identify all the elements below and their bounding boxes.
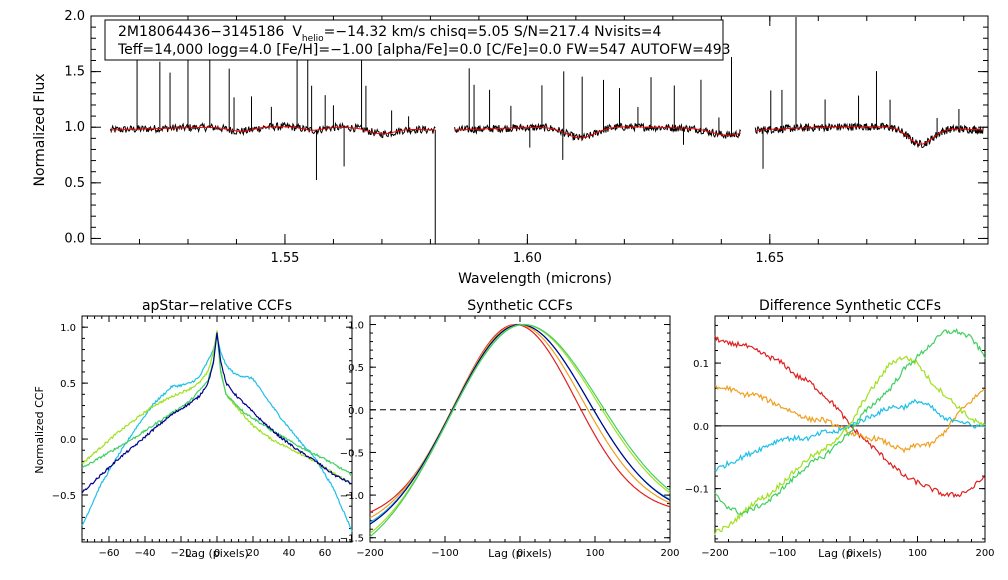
difference-ccf-lines: [714, 328, 986, 536]
x-tick-label: −200: [356, 548, 383, 559]
x-tick-label: 200: [660, 548, 679, 559]
model-spectrum-line: [110, 126, 436, 135]
y-tick-label: −0.1: [685, 485, 709, 496]
x-tick-label: 0: [214, 548, 220, 559]
ccf-line-visit-1: [81, 335, 353, 532]
y-tick-label: −1.5: [340, 534, 364, 545]
y-tick-label: 1.0: [64, 120, 85, 135]
x-tick-label: −200: [701, 548, 728, 559]
x-tick-label: 1.55: [270, 251, 299, 266]
ccf-line-combined: [81, 332, 353, 494]
apstar-ccf-x-axis-label: Lag (pixels): [185, 547, 249, 560]
synthetic-ccf-title: Synthetic CCFs: [467, 298, 572, 314]
x-tick-label: 0: [847, 548, 853, 559]
synthetic-ccf-line-light-green: [369, 323, 671, 534]
difference-ccf-ticks: −200 −100 0 100 200 −0.1 0.0 0.1: [685, 316, 995, 559]
difference-ccf-line-light-green: [714, 355, 986, 536]
ccf-line-visit-2: [81, 330, 353, 485]
x-tick-label: −40: [134, 548, 155, 559]
observed-spectrum-line: [454, 122, 742, 142]
y-tick-label: 1.0: [348, 321, 364, 332]
y-tick-label: −1.0: [340, 491, 364, 502]
x-tick-label: −100: [431, 548, 458, 559]
annotation-star-id: 2M18064436−3145186: [118, 24, 284, 40]
apstar-ccf-panel: −60 −40 −20 0 20 40 60 −0.5 0.0 0.5 1.0 apStar−rel…: [33, 298, 353, 560]
synthetic-ccf-line-red: [369, 323, 671, 513]
synthetic-ccf-line-navy: [369, 323, 671, 525]
difference-ccf-line-blue: [714, 398, 986, 472]
y-tick-label: 0.0: [60, 435, 76, 446]
annotation-v-prefix: V: [292, 24, 302, 40]
annotation-v-subscript: helio: [302, 34, 324, 44]
annotation-box: [104, 19, 724, 61]
y-tick-label: 2.0: [64, 9, 85, 24]
spectrum-panel: 1.55 1.60 1.65 0.0 0.5 1.0 1.5 2.0 Wavelength (…: [32, 9, 989, 287]
y-tick-label: 0.5: [64, 176, 85, 191]
synthetic-ccf-line-orange: [369, 323, 671, 519]
y-tick-label: 0.0: [693, 422, 709, 433]
synthetic-ccf-lines: [369, 323, 671, 538]
synthetic-ccf-panel: −200 −100 0 100 200 −1.5 −1.0 −0.5 0.0 0.5 1.0 Syn…: [340, 298, 680, 560]
spectrum-lines: [109, 17, 984, 244]
spectrum-x-axis-label: Wavelength (microns): [458, 271, 612, 287]
ccf-line-visit-3: [81, 331, 352, 477]
y-tick-label: 0.0: [64, 231, 85, 246]
observed-spectrum-line: [109, 121, 436, 139]
difference-ccf-line-red: [714, 335, 986, 499]
x-tick-label: 200: [975, 548, 994, 559]
annotation-line-2: Teff=14,000 logg=4.0 [Fe/H]=−1.00 [alpha…: [117, 42, 731, 58]
difference-ccf-panel: −200 −100 0 100 200 −0.1 0.0 0.1 Difference Syn…: [685, 298, 995, 560]
x-tick-label: −100: [769, 548, 796, 559]
difference-ccf-line-green: [714, 328, 986, 515]
x-tick-label: 1.65: [755, 251, 784, 266]
synthetic-ccf-ticks: −200 −100 0 100 200 −1.5 −1.0 −0.5 0.0 0.5 1.0: [340, 316, 680, 559]
x-tick-label: −60: [98, 548, 119, 559]
y-tick-label: 0.5: [348, 363, 364, 374]
x-tick-label: 20: [247, 548, 260, 559]
apstar-ccf-lines: [81, 330, 353, 532]
y-tick-label: −0.5: [340, 448, 364, 459]
synthetic-ccf-line-blue: [369, 323, 671, 523]
spectrum-y-axis-label: Normalized Flux: [32, 74, 48, 187]
apstar-ccf-y-axis-label: Normalized CCF: [33, 386, 46, 474]
apstar-ccf-ticks: −60 −40 −20 0 20 40 60 −0.5 0.0 0.5 1.0: [52, 315, 352, 559]
model-spectrum-line: [454, 126, 741, 139]
annotation-line-1: 2M18064436−3145186 Vhelio=−14.32 km/s chi…: [118, 24, 662, 44]
y-tick-label: 1.5: [64, 65, 85, 80]
y-tick-label: −0.5: [52, 491, 76, 502]
apstar-ccf-title: apStar−relative CCFs: [142, 298, 292, 314]
model-spectrum-line: [755, 126, 984, 145]
x-tick-label: 40: [283, 548, 296, 559]
spectrum-plot-frame: [90, 15, 989, 245]
synthetic-ccf-plot-frame: [369, 315, 671, 543]
difference-ccf-title: Difference Synthetic CCFs: [759, 298, 941, 314]
y-tick-label: 0.5: [60, 379, 76, 390]
spectrum-ticks: 1.55 1.60 1.65 0.0 0.5 1.0 1.5 2.0: [64, 9, 988, 266]
x-tick-label: 100: [908, 548, 927, 559]
y-tick-label: 0.0: [348, 406, 364, 417]
synthetic-ccf-line-green: [369, 323, 671, 538]
x-tick-label: −20: [170, 548, 191, 559]
y-tick-label: 1.0: [60, 323, 76, 334]
synthetic-ccf-x-axis-label: Lag (pixels): [488, 547, 552, 560]
annotation-v-value: =−14.32 km/s chisq=5.05 S/N=217.4 Nvisit…: [324, 24, 662, 40]
y-tick-label: 0.1: [693, 359, 709, 370]
difference-ccf-x-axis-label: Lag (pixels): [818, 547, 882, 560]
x-tick-label: 100: [585, 548, 604, 559]
x-tick-label: 0: [517, 548, 523, 559]
x-tick-label: 60: [319, 548, 332, 559]
x-tick-label: 1.60: [513, 251, 542, 266]
